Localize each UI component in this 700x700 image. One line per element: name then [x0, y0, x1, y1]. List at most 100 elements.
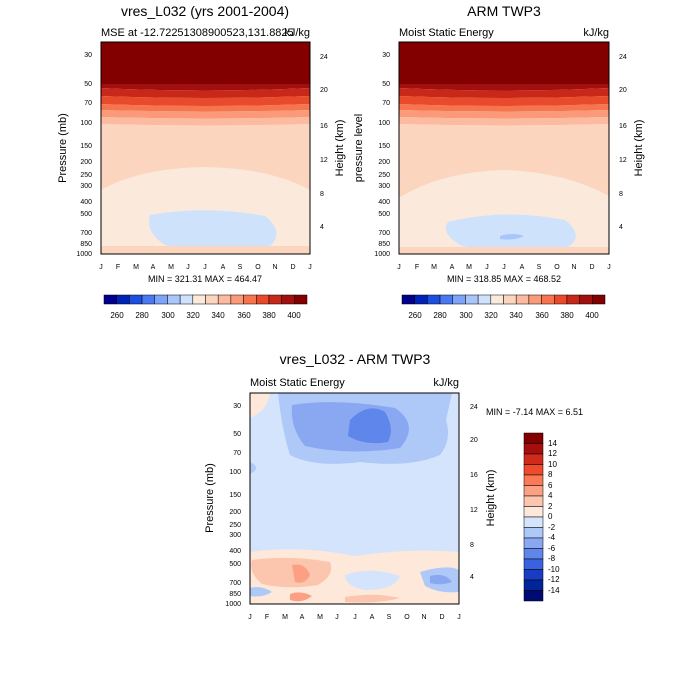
panel1-ytick: 1000	[76, 251, 92, 258]
panel1-cbar-label: 360	[237, 311, 251, 320]
panel2-ytick: 100	[378, 120, 390, 127]
panel2-cbar-label: 400	[585, 311, 599, 320]
panel2-subtitle-right: kJ/kg	[583, 27, 609, 39]
colorbar-swatch	[523, 453, 544, 465]
colorbar-swatch	[523, 516, 544, 528]
panel1-ytick: 70	[84, 100, 92, 107]
colorbar-swatch	[503, 294, 517, 305]
colorbar-swatch	[205, 294, 219, 305]
panel3-cbar-label: 2	[548, 502, 553, 511]
colorbar-swatch	[141, 294, 155, 305]
colorbar-swatch	[192, 294, 206, 305]
panel1-stats: MIN = 321.31 MAX = 464.47	[148, 274, 262, 284]
panel2-ylabel-right: Height (km)	[633, 120, 645, 177]
panel1-height-tick: 16	[320, 123, 328, 130]
panel2-height-tick: 20	[619, 87, 627, 94]
panel3-xtick: A	[300, 614, 305, 621]
panel2-cbar-label: 360	[535, 311, 549, 320]
panel1-ytick: 100	[80, 120, 92, 127]
panel3-cbar-label: -12	[548, 575, 560, 584]
panel2-ytick: 50	[382, 81, 390, 88]
panel1-height-tick: 20	[320, 87, 328, 94]
panel1-height-tick: 4	[320, 224, 324, 231]
panel3-cbar-label: -14	[548, 586, 560, 595]
panel2-ytick: 150	[378, 143, 390, 150]
colorbar-swatch	[477, 294, 492, 305]
colorbar-swatch	[515, 294, 530, 305]
colorbar-swatch	[294, 294, 308, 305]
panel1-ylabel: Pressure (mb)	[57, 113, 69, 183]
panel3-xtick: D	[439, 614, 444, 621]
colorbar-swatch	[523, 527, 544, 539]
panel1-colorbar-labels: 260 280 300 320 340 360 380 400	[110, 311, 301, 320]
panel1-xtick: M	[133, 264, 139, 271]
panel1-cbar-label: 300	[161, 311, 175, 320]
panel1-x-ticks: J F M A M J J A S O N D J	[99, 264, 312, 271]
panel3-stats: MIN = -7.14 MAX = 6.51	[486, 407, 583, 417]
panel3-ytick: 250	[229, 522, 241, 529]
panel3-cbar-label: 14	[548, 439, 557, 448]
colorbar-swatch	[490, 294, 504, 305]
panel3-subtitle-left: Moist Static Energy	[250, 377, 345, 389]
panel2-colorbar	[401, 294, 606, 305]
panel1-ytick: 500	[80, 211, 92, 218]
panel3-ylabel: Pressure (mb)	[204, 463, 216, 533]
panel1-xtick: M	[168, 264, 174, 271]
panel2-xtick: J	[502, 264, 506, 271]
panel3-subtitle-right: kJ/kg	[433, 377, 459, 389]
colorbar-swatch	[523, 474, 544, 486]
panel2-xtick: J	[397, 264, 401, 271]
panel1-y-ticks-right: 24 20 16 12 8 4	[320, 54, 328, 231]
panel1-ytick: 700	[80, 230, 92, 237]
panel3-ylabel-right: Height (km)	[485, 470, 497, 527]
panel3-ytick: 50	[233, 431, 241, 438]
colorbar-swatch	[414, 294, 428, 305]
colorbar-swatch	[465, 294, 479, 305]
panel2-xtick: A	[450, 264, 455, 271]
colorbar-swatch	[592, 294, 606, 305]
panel2-field	[399, 42, 609, 254]
colorbar-swatch	[554, 294, 568, 305]
panel3-xtick: N	[421, 614, 426, 621]
panel2-height-tick: 16	[619, 123, 627, 130]
panel2-ytick: 300	[378, 183, 390, 190]
panel2-cbar-label: 300	[459, 311, 473, 320]
panel2-cbar-label: 320	[484, 311, 498, 320]
panel3-field	[250, 393, 459, 604]
panel3-cbar-label: 12	[548, 449, 557, 458]
panel3-ytick: 400	[229, 548, 241, 555]
panel1-xtick: D	[290, 264, 295, 271]
panel1-ytick: 850	[80, 241, 92, 248]
panel-difference: vres_L032 - ARM TWP3 Moist Static Energy…	[204, 351, 583, 621]
panel2-y-ticks: 30 50 70 100 150 200 250 300 400 500 700…	[374, 52, 390, 258]
panel3-x-ticks: J F M A M J J A S O N D J	[248, 614, 461, 621]
panel3-ytick: 500	[229, 561, 241, 568]
panel3-cbar-label: 4	[548, 491, 553, 500]
panel3-ytick: 150	[229, 492, 241, 499]
colorbar-swatch	[452, 294, 466, 305]
panel3-height-tick: 4	[470, 574, 474, 581]
panel1-cbar-label: 400	[287, 311, 301, 320]
panel3-cbar-label: -6	[548, 544, 556, 553]
panel2-title: ARM TWP3	[467, 3, 541, 19]
panel3-ytick: 700	[229, 580, 241, 587]
panel1-xtick: J	[186, 264, 190, 271]
panel3-cbar-label: -2	[548, 523, 556, 532]
panel2-cbar-label: 280	[433, 311, 447, 320]
panel3-cbar-label: -10	[548, 565, 560, 574]
panel3-xtick: O	[404, 614, 410, 621]
panel3-height-tick: 20	[470, 437, 478, 444]
colorbar-swatch	[566, 294, 580, 305]
panel3-xtick: J	[457, 614, 461, 621]
panel3-y-ticks: 30 50 70 100 150 200 250 300 400 500 700…	[225, 403, 241, 608]
colorbar-swatch	[154, 294, 168, 305]
panel2-ytick: 400	[378, 199, 390, 206]
panel2-xtick: S	[537, 264, 542, 271]
panel3-height-tick: 12	[470, 507, 478, 514]
panel1-subtitle-right: kJ/kg	[284, 27, 310, 39]
colorbar-swatch	[523, 558, 544, 570]
panel3-xtick: J	[248, 614, 252, 621]
colorbar-swatch	[523, 590, 544, 602]
colorbar-swatch	[401, 294, 415, 305]
panel2-ytick: 850	[378, 241, 390, 248]
